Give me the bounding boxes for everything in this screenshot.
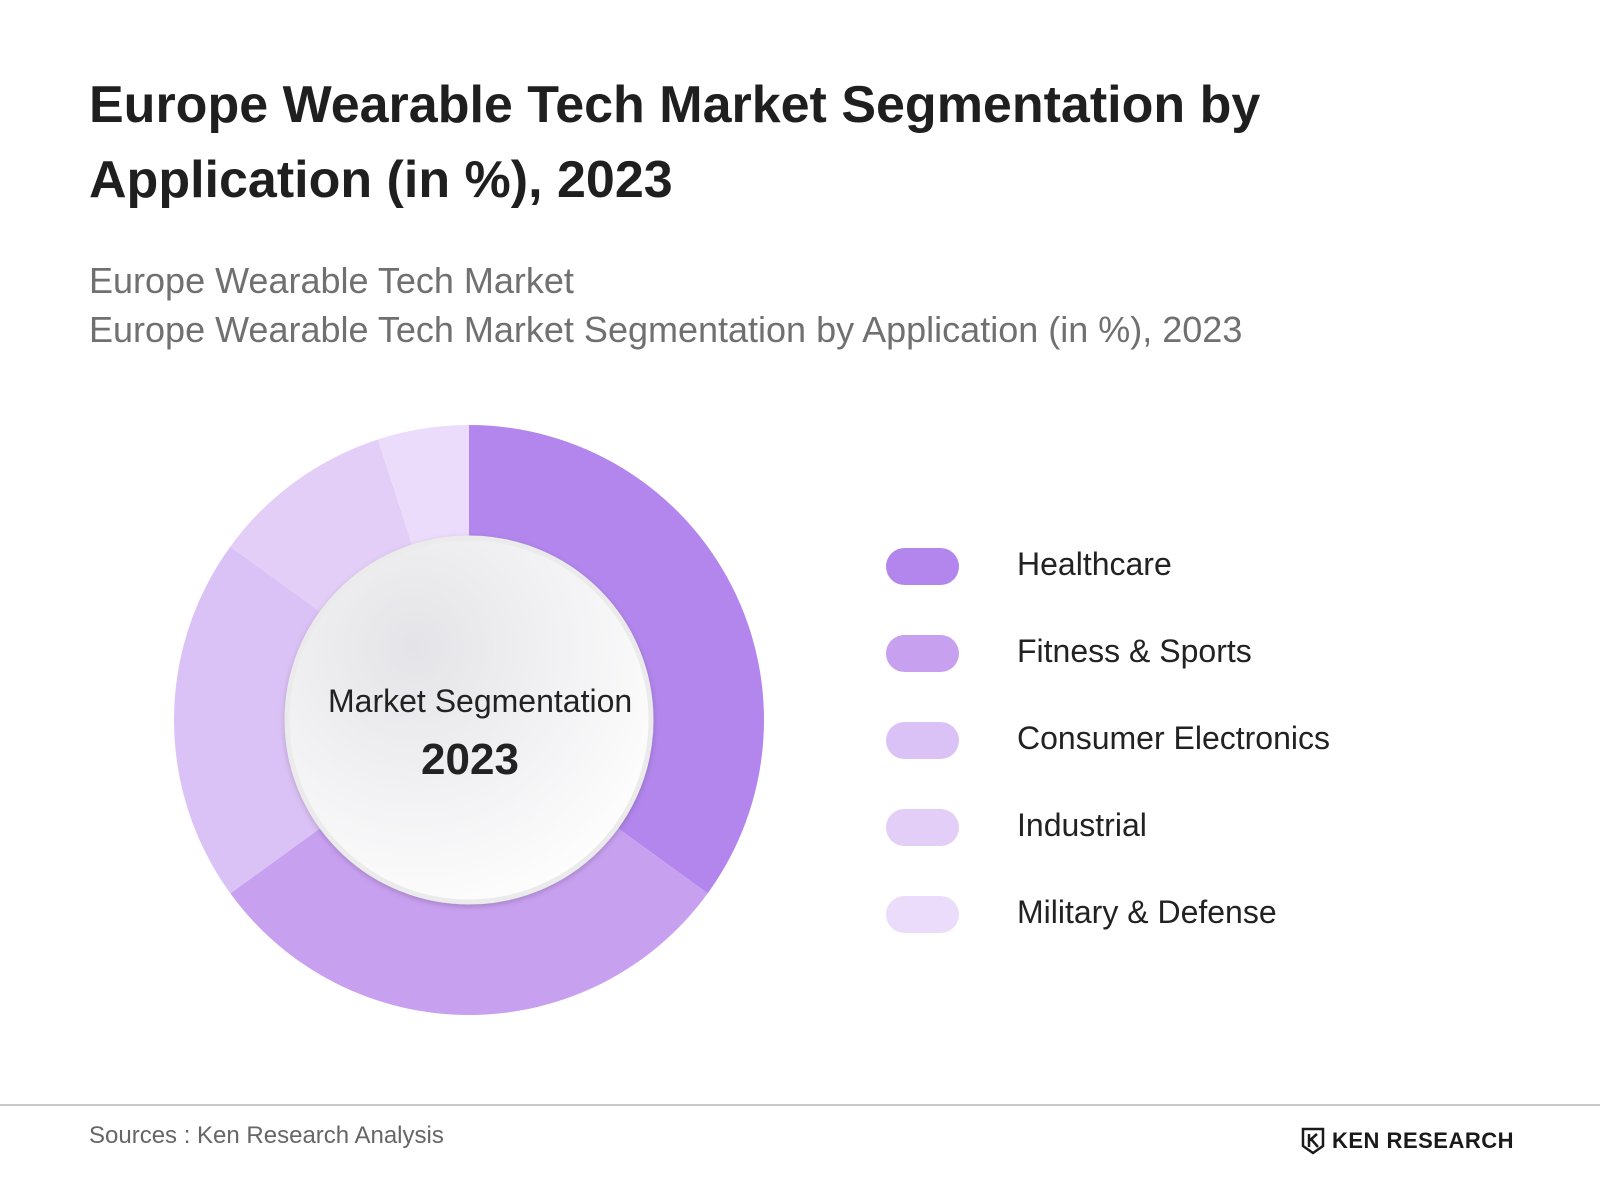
legend-label: Healthcare bbox=[1017, 546, 1172, 582]
legend-swatch bbox=[886, 635, 959, 672]
ken-research-logo-icon bbox=[1301, 1127, 1325, 1155]
donut-center-disc bbox=[284, 535, 654, 905]
donut-slice-military-defense bbox=[377, 425, 469, 547]
donut-slice-consumer-electronics bbox=[174, 546, 322, 894]
donut-slices bbox=[174, 425, 764, 1015]
legend-swatch bbox=[886, 809, 959, 846]
center-year: 2023 bbox=[421, 735, 519, 784]
legend-label: Consumer Electronics bbox=[1017, 720, 1330, 756]
legend-label: Industrial bbox=[1017, 807, 1147, 843]
subtitle-line-2: Europe Wearable Tech Market Segmentation… bbox=[89, 309, 1243, 350]
subtitle-line-1: Europe Wearable Tech Market bbox=[89, 260, 574, 301]
ken-research-logo: KEN RESEARCH bbox=[1300, 1124, 1514, 1158]
legend-swatch bbox=[886, 548, 959, 585]
legend-label: Fitness & Sports bbox=[1017, 633, 1252, 669]
legend-swatch bbox=[886, 722, 959, 759]
donut-slice-fitness-sports bbox=[230, 826, 708, 1015]
footer-divider bbox=[0, 1104, 1600, 1106]
chart-subtitle: Europe Wearable Tech Market Europe Weara… bbox=[89, 256, 1539, 354]
donut-slice-healthcare bbox=[469, 425, 764, 894]
source-note: Sources : Ken Research Analysis bbox=[89, 1122, 444, 1149]
donut-slice-industrial bbox=[230, 439, 413, 614]
logo-text: KEN RESEARCH bbox=[1332, 1128, 1515, 1153]
center-label: Market Segmentation bbox=[328, 683, 633, 719]
chart-title: Europe Wearable Tech Market Segmentation… bbox=[89, 76, 1261, 209]
legend-label: Military & Defense bbox=[1017, 894, 1277, 930]
legend-swatch bbox=[886, 896, 959, 933]
